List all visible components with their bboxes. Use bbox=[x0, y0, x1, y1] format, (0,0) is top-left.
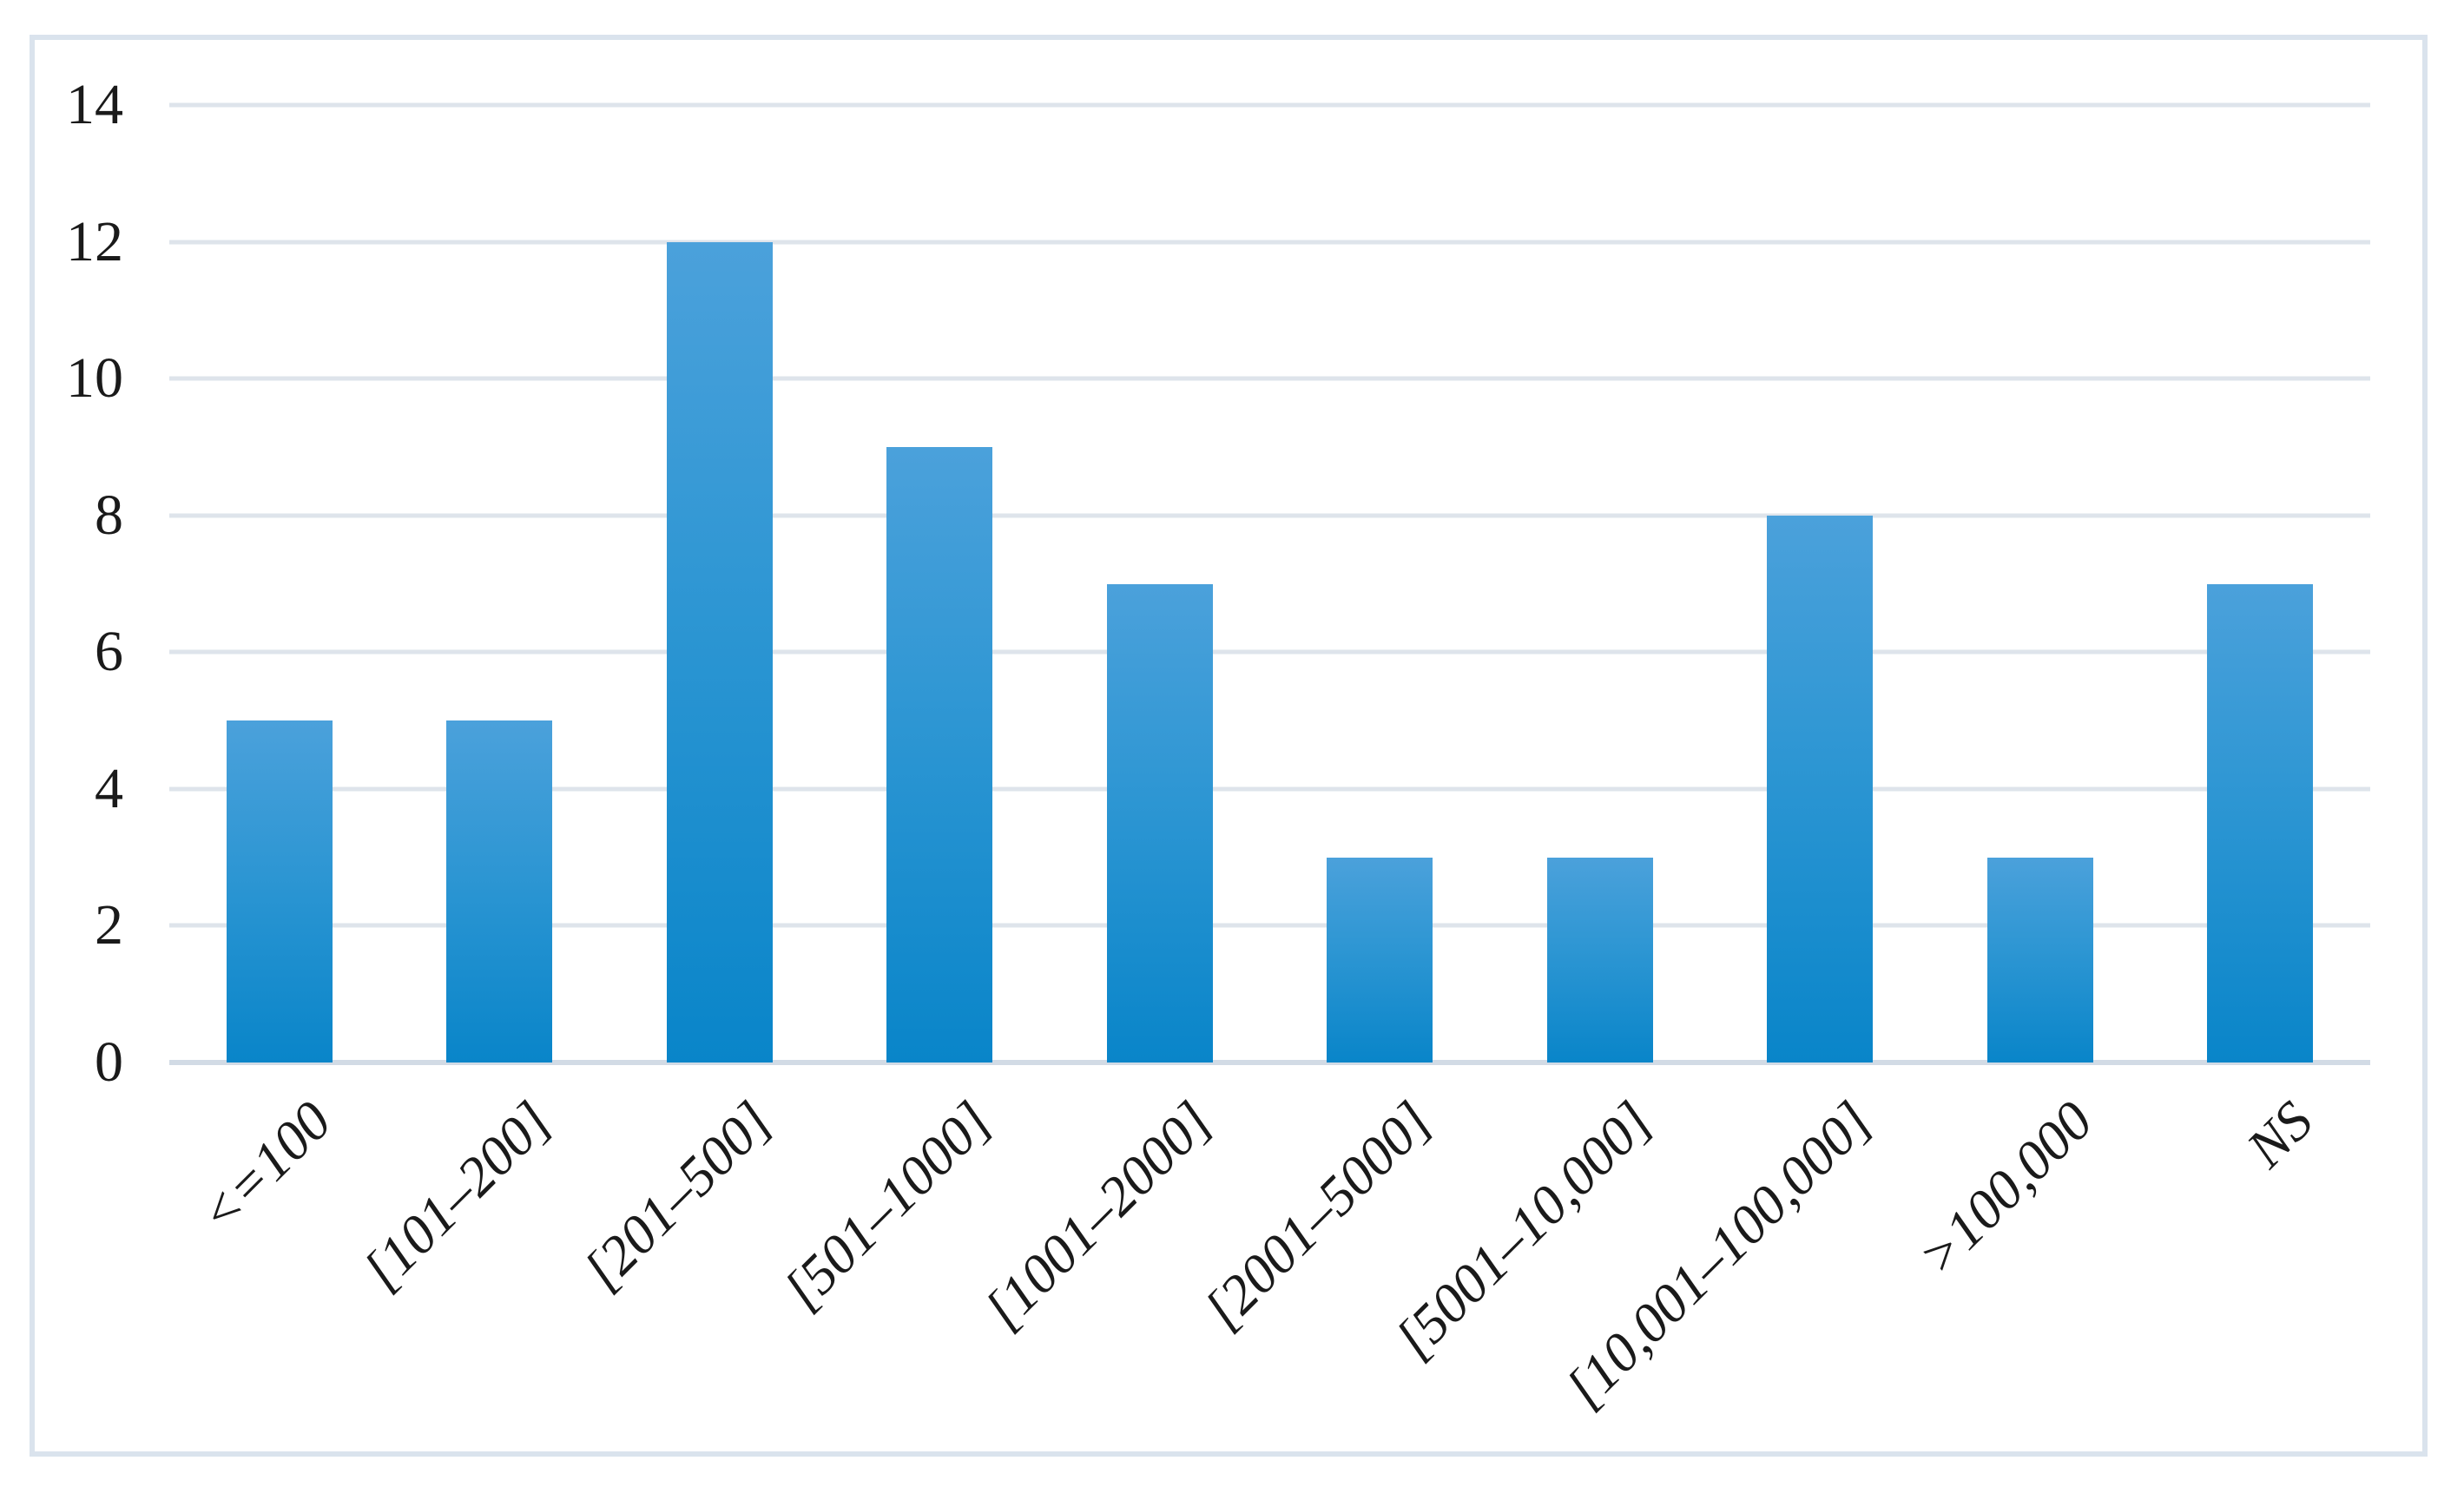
bar-[10,001–100,000] bbox=[1767, 515, 1874, 1062]
bar-[2001–5000] bbox=[1327, 857, 1433, 1062]
gridline-8 bbox=[169, 513, 2370, 518]
y-tick-label-10: 10 bbox=[66, 346, 123, 411]
y-tick-label-2: 2 bbox=[95, 893, 123, 957]
y-tick-label-14: 14 bbox=[66, 73, 123, 136]
bar-[501–1000] bbox=[886, 446, 993, 1062]
bar-[201–500] bbox=[666, 241, 773, 1062]
gridline-12 bbox=[169, 240, 2370, 245]
y-tick-label-4: 4 bbox=[95, 756, 123, 820]
y-tick-label-6: 6 bbox=[95, 620, 123, 684]
y-tick-label-12: 12 bbox=[66, 209, 123, 273]
gridline-6 bbox=[169, 649, 2370, 655]
gridline-4 bbox=[169, 786, 2370, 792]
gridline-2 bbox=[169, 923, 2370, 928]
bar-[1001–2000] bbox=[1106, 583, 1213, 1062]
bar-NS bbox=[2207, 583, 2314, 1062]
x-axis-baseline bbox=[169, 1060, 2370, 1065]
bar-[101–200] bbox=[446, 720, 553, 1062]
y-tick-label-0: 0 bbox=[95, 1030, 123, 1094]
bar-<=100 bbox=[226, 720, 333, 1062]
plot-area: 0 2 4 6 8 10 12 14 <=100 [101–200] [201–500] [501–… bbox=[66, 76, 2370, 1419]
y-tick-label-8: 8 bbox=[95, 483, 123, 547]
gridline-10 bbox=[169, 376, 2370, 381]
bar->100,000 bbox=[1986, 857, 2093, 1062]
bar-[5001–10,000] bbox=[1546, 857, 1653, 1062]
chart-frame-border bbox=[30, 35, 2428, 1457]
gridline-14 bbox=[169, 102, 2370, 108]
